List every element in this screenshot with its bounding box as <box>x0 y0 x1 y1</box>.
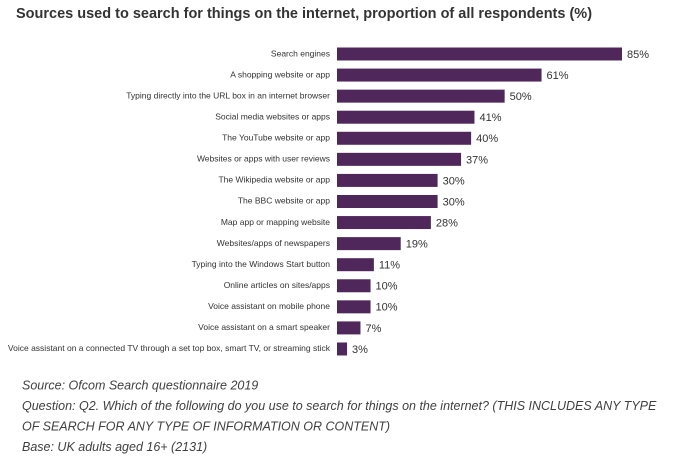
value-label: 10% <box>376 302 398 314</box>
category-label: Online articles on sites/apps <box>224 280 330 290</box>
value-label: 37% <box>466 154 488 166</box>
bar <box>337 131 472 145</box>
bar <box>337 216 431 230</box>
category-label: Websites/apps of newspapers <box>217 238 330 248</box>
category-label: The Wikipedia website or app <box>218 175 330 185</box>
bar <box>337 110 475 124</box>
bar <box>337 237 401 251</box>
note: Source: Ofcom Search questionnaire 2019 <box>22 378 258 392</box>
category-label: Typing into the Windows Start button <box>192 259 331 269</box>
value-label: 85% <box>627 49 649 61</box>
category-label: Voice assistant on a connected TV throug… <box>8 343 331 353</box>
category-label: Search engines <box>271 48 330 58</box>
category-label: The BBC website or app <box>238 196 330 206</box>
category-label: The YouTube website or app <box>222 133 330 143</box>
category-label: A shopping website or app <box>230 69 330 79</box>
value-label: 28% <box>436 217 458 229</box>
bar <box>337 258 374 272</box>
category-label: Websites or apps with user reviews <box>197 154 330 164</box>
bar <box>337 300 371 314</box>
value-label: 11% <box>379 260 400 272</box>
bar <box>337 194 438 208</box>
category-label: Map app or mapping website <box>221 217 330 227</box>
chart-title: Sources used to search for things on the… <box>16 6 592 22</box>
category-label: Social media websites or apps <box>215 111 330 121</box>
value-label: 10% <box>376 281 398 293</box>
note: Question: Q2. Which of the following do … <box>22 399 657 413</box>
bar <box>337 152 462 166</box>
value-label: 41% <box>479 112 501 124</box>
bar <box>337 279 371 293</box>
value-label: 30% <box>443 196 465 208</box>
value-label: 7% <box>365 323 381 335</box>
note: OF SEARCH FOR ANY TYPE OF INFORMATION OR… <box>22 419 390 433</box>
bar <box>337 89 505 103</box>
value-label: 30% <box>443 175 465 187</box>
note: Base: UK adults aged 16+ (2131) <box>22 440 207 454</box>
bar <box>337 47 623 61</box>
bar <box>337 68 542 82</box>
value-label: 19% <box>406 239 428 251</box>
value-label: 40% <box>476 133 498 145</box>
value-label: 50% <box>510 91 532 103</box>
category-label: Typing directly into the URL box in an i… <box>126 90 330 100</box>
bar <box>337 173 438 187</box>
value-label: 3% <box>352 344 368 356</box>
bar <box>337 321 361 335</box>
category-label: Voice assistant on a smart speaker <box>198 322 330 332</box>
category-label: Voice assistant on mobile phone <box>208 301 330 311</box>
value-label: 61% <box>547 70 569 82</box>
bar <box>337 342 348 356</box>
